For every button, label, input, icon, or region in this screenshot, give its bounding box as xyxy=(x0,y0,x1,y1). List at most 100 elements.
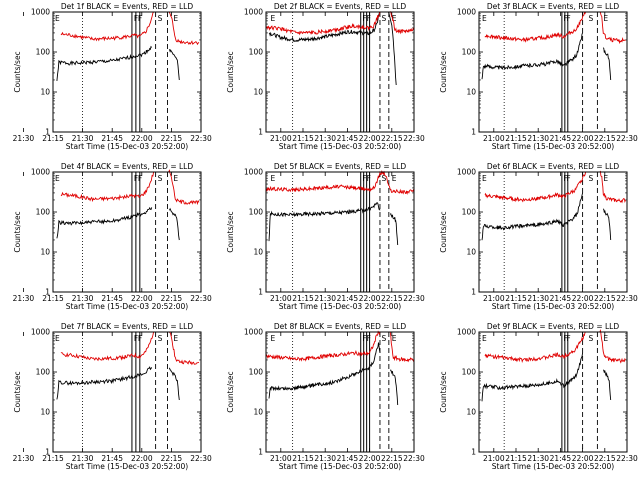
interval-letter: F xyxy=(563,174,567,183)
interval-letter: S xyxy=(381,174,386,183)
x-tick-label: 21:30 xyxy=(72,454,94,463)
y-tick-label: 10 xyxy=(253,408,263,417)
y-tick-label: 1 xyxy=(45,448,50,457)
interval-letter: E xyxy=(392,14,397,23)
y-tick-label: 1000 xyxy=(244,168,263,177)
chart-title: Det 3f BLACK = Events, RED = LLD xyxy=(487,2,620,11)
x-tick-label: 21:00 xyxy=(270,294,292,303)
x-tick-label: 21:15 xyxy=(505,134,527,143)
y-tick-label: 1000 xyxy=(31,168,50,177)
x-tick-label: 21:45 xyxy=(337,294,359,303)
interval-letter: E xyxy=(603,334,608,343)
y-tick-label: 1 xyxy=(45,128,50,137)
x-tick-label: 21:45 xyxy=(550,454,572,463)
x-tick-label: 21:45 xyxy=(337,134,359,143)
events-series-line xyxy=(56,366,153,400)
interval-letter: F xyxy=(367,174,371,183)
x-tick-label: 22:00 xyxy=(572,454,594,463)
interval-letter: E xyxy=(173,14,178,23)
interval-letter: F xyxy=(134,14,138,23)
y-tick-label: 10 xyxy=(40,88,50,97)
y-axis-label: Counts/sec xyxy=(439,211,448,252)
x-tick-label: 22:15 xyxy=(594,134,616,143)
plot-frame xyxy=(478,171,628,293)
y-axis-label: Counts/sec xyxy=(13,371,22,412)
events-series-line xyxy=(268,342,381,399)
y-axis-label: Counts/sec xyxy=(226,211,235,252)
chart-panel-1: Det 1f BLACK = Events, RED = LLD Counts/s… xyxy=(13,2,212,151)
y-tick-label: 10 xyxy=(253,248,263,257)
x-tick-label: 21:30 xyxy=(527,454,549,463)
y-tick-label: 10 xyxy=(466,248,476,257)
y-tick-label: 1000 xyxy=(457,168,476,177)
chart-title: Det 1f BLACK = Events, RED = LLD xyxy=(61,2,194,11)
y-axis-label: Counts/sec xyxy=(439,371,448,412)
plot-frame xyxy=(265,11,415,133)
chart-panel-2: Det 2f BLACK = Events, RED = LLD Counts/s… xyxy=(226,2,425,151)
interval-letter: E xyxy=(270,334,275,343)
y-axis-label: Counts/sec xyxy=(226,371,235,412)
x-tick-label: 22:30 xyxy=(190,134,212,143)
interval-letter: E xyxy=(482,174,487,183)
interval-letter: S xyxy=(381,334,386,343)
interval-letter: F xyxy=(566,334,570,343)
y-axis-label: Counts/sec xyxy=(13,211,22,252)
interval-letter: F xyxy=(134,334,138,343)
chart-title: Det 8f BLACK = Events, RED = LLD xyxy=(274,322,407,331)
chart-title: Det 6f BLACK = Events, RED = LLD xyxy=(487,162,620,171)
x-tick-label: 22:30 xyxy=(616,294,638,303)
x-tick-label: 22:00 xyxy=(572,134,594,143)
interval-letter: F xyxy=(566,14,570,23)
x-tick-label: 22:30 xyxy=(616,454,638,463)
interval-letter: F xyxy=(138,14,142,23)
chart-title: Det 5f BLACK = Events, RED = LLD xyxy=(274,162,407,171)
x-tick-label: 21:30 xyxy=(314,134,336,143)
interval-letter: S xyxy=(381,14,386,23)
x-tick-label: 22:00 xyxy=(359,294,381,303)
x-tick-label: 21:15 xyxy=(42,134,64,143)
x-tick-label: 22:15 xyxy=(161,134,183,143)
x-tick-label: 21:15 xyxy=(505,294,527,303)
x-axis-label: Start Time (15-Dec-03 20:52:00) xyxy=(492,302,614,311)
interval-letter: F xyxy=(367,14,371,23)
interval-letter: F xyxy=(362,14,366,23)
lld-series-line xyxy=(60,169,200,206)
y-tick-label: 1 xyxy=(258,448,263,457)
x-tick-label: 21:00 xyxy=(483,134,505,143)
events-series-line xyxy=(168,367,180,401)
x-tick-label: 21:00 xyxy=(483,294,505,303)
x-axis-label: Start Time (15-Dec-03 20:52:00) xyxy=(492,462,614,471)
y-tick-label: 1 xyxy=(471,288,476,297)
x-tick-label: 22:30 xyxy=(403,294,425,303)
x-tick-label: 21:15 xyxy=(42,294,64,303)
interval-letter: S xyxy=(158,334,163,343)
plot-frame xyxy=(52,171,202,293)
interval-letter: E xyxy=(392,334,397,343)
interval-letter: E xyxy=(270,174,275,183)
chart-panel-6: Det 6f BLACK = Events, RED = LLD Counts/s… xyxy=(439,162,638,311)
x-tick-label: 22:30 xyxy=(616,134,638,143)
chart-panel-4: Det 4f BLACK = Events, RED = LLD Counts/s… xyxy=(13,162,212,311)
y-tick-label: 1000 xyxy=(31,328,50,337)
interval-letter: F xyxy=(362,174,366,183)
chart-panel-5: Det 5f BLACK = Events, RED = LLD Counts/s… xyxy=(226,162,425,311)
x-tick-label: 21:15 xyxy=(292,454,314,463)
chart-title: Det 7f BLACK = Events, RED = LLD xyxy=(61,322,194,331)
x-tick-label: 22:15 xyxy=(381,454,403,463)
x-tick-label: 21:30 xyxy=(314,294,336,303)
x-axis-label: Start Time (15-Dec-03 20:52:00) xyxy=(66,302,188,311)
interval-letter: F xyxy=(138,174,142,183)
chart-title: Det 4f BLACK = Events, RED = LLD xyxy=(61,162,194,171)
interval-letter: F xyxy=(566,174,570,183)
x-tick-label: 21:45 xyxy=(101,294,123,303)
x-tick-label: 21:30 xyxy=(527,294,549,303)
x-tick-label: 22:15 xyxy=(161,294,183,303)
x-axis-label: Start Time (15-Dec-03 20:52:00) xyxy=(279,302,401,311)
events-series-line xyxy=(389,212,399,246)
x-tick-label: 21:45 xyxy=(337,454,359,463)
y-tick-label: 100 xyxy=(462,208,477,217)
y-axis-label: Counts/sec xyxy=(226,51,235,92)
events-series-line xyxy=(481,352,584,402)
events-series-line xyxy=(481,192,584,241)
x-axis-label: Start Time (15-Dec-03 20:52:00) xyxy=(279,462,401,471)
